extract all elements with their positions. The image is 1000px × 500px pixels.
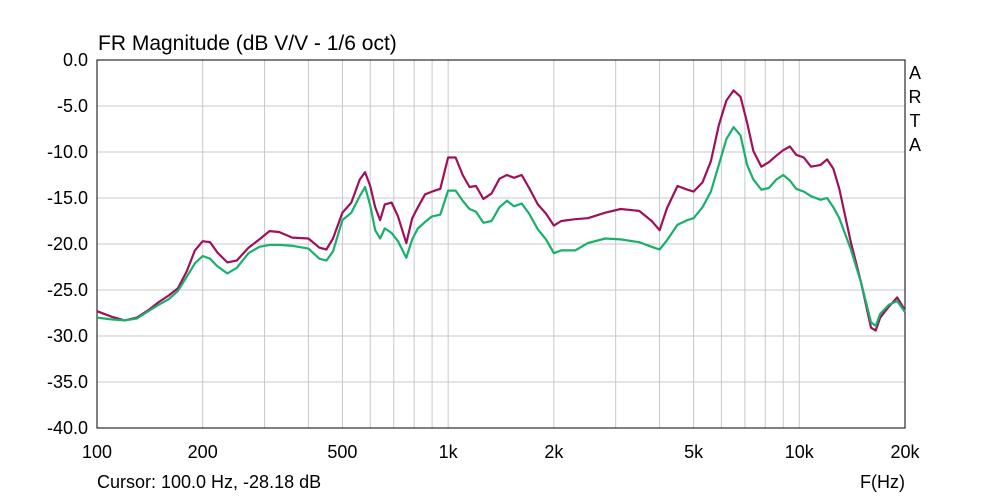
y-tick-label: -35.0: [47, 372, 88, 392]
y-axis-ticks: 0.0 -5.0 -10.0 -15.0 -20.0 -25.0 -30.0 -35.0 -40…: [47, 50, 88, 438]
brand-letter: T: [910, 111, 921, 131]
series-line-2: [96, 126, 906, 327]
series-line-1: [96, 89, 906, 332]
brand-letter: R: [909, 87, 922, 107]
x-axis-label: F(Hz): [860, 472, 905, 492]
y-tick-label: -30.0: [47, 326, 88, 346]
y-tick-label: -20.0: [47, 234, 88, 254]
y-tick-label: -10.0: [47, 142, 88, 162]
y-tick-label: 0.0: [63, 50, 88, 70]
x-tick-label: 5k: [684, 442, 704, 462]
y-tick-label: -15.0: [47, 188, 88, 208]
brand-letter: A: [909, 63, 921, 83]
cursor-readout: Cursor: 100.0 Hz, -28.18 dB: [97, 472, 321, 492]
x-axis-ticks: 100 200 500 1k 2k 5k 10k 20k: [82, 442, 921, 462]
y-tick-label: -5.0: [57, 96, 88, 116]
x-tick-label: 500: [327, 442, 357, 462]
grid-lines: [97, 60, 905, 428]
x-tick-label: 2k: [544, 442, 564, 462]
plot-area[interactable]: [96, 59, 906, 429]
y-tick-label: -40.0: [47, 418, 88, 438]
y-tick-label: -25.0: [47, 280, 88, 300]
series-layer: [96, 89, 906, 332]
x-tick-label: 1k: [439, 442, 459, 462]
x-tick-label: 20k: [890, 442, 920, 462]
x-tick-label: 200: [188, 442, 218, 462]
chart-title: FR Magnitude (dB V/V - 1/6 oct): [98, 32, 397, 55]
x-tick-label: 100: [82, 442, 112, 462]
x-tick-label: 10k: [785, 442, 815, 462]
brand-letter: A: [909, 135, 921, 155]
